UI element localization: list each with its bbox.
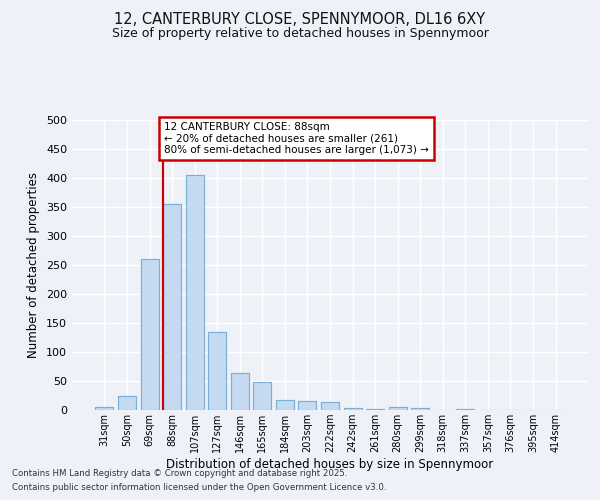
Y-axis label: Number of detached properties: Number of detached properties (28, 172, 40, 358)
Bar (411, 408, 429, 410)
Bar (321, 402, 339, 410)
Text: Size of property relative to detached houses in Spennymoor: Size of property relative to detached ho… (112, 28, 488, 40)
Bar (321, 402, 339, 410)
Bar (163, 204, 181, 410)
Bar (185, 175, 204, 410)
X-axis label: Distribution of detached houses by size in Spennymoor: Distribution of detached houses by size … (166, 458, 494, 471)
Bar (95, 407, 113, 410)
Bar (298, 402, 316, 410)
Text: 12, CANTERBURY CLOSE, SPENNYMOOR, DL16 6XY: 12, CANTERBURY CLOSE, SPENNYMOOR, DL16 6… (115, 12, 485, 28)
Bar (276, 400, 294, 410)
Bar (208, 332, 226, 410)
Bar (344, 408, 362, 410)
Text: 12 CANTERBURY CLOSE: 88sqm
← 20% of detached houses are smaller (261)
80% of sem: 12 CANTERBURY CLOSE: 88sqm ← 20% of deta… (164, 122, 429, 155)
Bar (276, 400, 294, 410)
Bar (298, 402, 316, 410)
Bar (253, 382, 271, 410)
Bar (185, 175, 204, 410)
Bar (163, 204, 181, 410)
Bar (389, 406, 407, 410)
Bar (140, 259, 158, 410)
Text: Contains HM Land Registry data © Crown copyright and database right 2025.: Contains HM Land Registry data © Crown c… (12, 468, 347, 477)
Bar (118, 396, 136, 410)
Bar (389, 406, 407, 410)
Bar (231, 374, 249, 410)
Text: Contains public sector information licensed under the Open Government Licence v3: Contains public sector information licen… (12, 484, 386, 492)
Bar (140, 259, 158, 410)
Bar (231, 374, 249, 410)
Bar (344, 408, 362, 410)
Bar (118, 396, 136, 410)
Bar (253, 382, 271, 410)
Bar (95, 407, 113, 410)
Bar (208, 332, 226, 410)
Bar (411, 408, 429, 410)
